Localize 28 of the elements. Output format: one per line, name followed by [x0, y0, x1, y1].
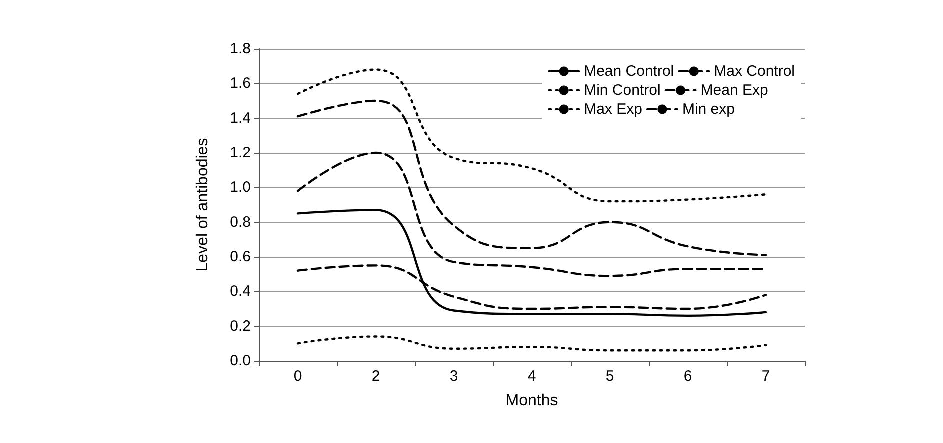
y-tick-label: 0.8: [230, 214, 251, 231]
y-axis-title: Level of antibodies: [194, 138, 212, 272]
x-axis-title: Months: [506, 392, 558, 410]
y-tick-label: 0.4: [230, 283, 251, 300]
y-tick-label: 1.6: [230, 75, 251, 92]
legend-label: Max Exp: [584, 101, 642, 118]
y-tick-label: 1.2: [230, 144, 251, 162]
y-tick-label: 1.0: [230, 179, 251, 196]
x-tick-label: 0: [294, 368, 302, 385]
x-tick-label: 5: [606, 368, 614, 385]
legend-label: Min Control: [584, 82, 661, 99]
line-series: [296, 209, 768, 318]
x-tick-label: 2: [372, 368, 380, 385]
legend-label: Mean Control: [584, 63, 674, 80]
legend-label: Min exp: [682, 101, 735, 118]
x-tick-label: 4: [528, 368, 536, 385]
y-tick-label: 0.6: [230, 248, 251, 266]
line-series: [296, 100, 768, 256]
y-tick-label: 1.4: [230, 110, 251, 127]
x-tick-label: 3: [450, 368, 458, 385]
legend-label: Max Control: [714, 63, 795, 80]
x-tick-label: 7: [762, 368, 770, 385]
y-tick-label: 1.8: [230, 40, 251, 58]
y-tick-label: 0.0: [230, 352, 251, 370]
legend-label: Mean Exp: [700, 82, 768, 99]
line-series: [296, 336, 768, 352]
y-tick-label: 0.2: [230, 318, 251, 335]
x-tick-label: 6: [684, 368, 692, 385]
